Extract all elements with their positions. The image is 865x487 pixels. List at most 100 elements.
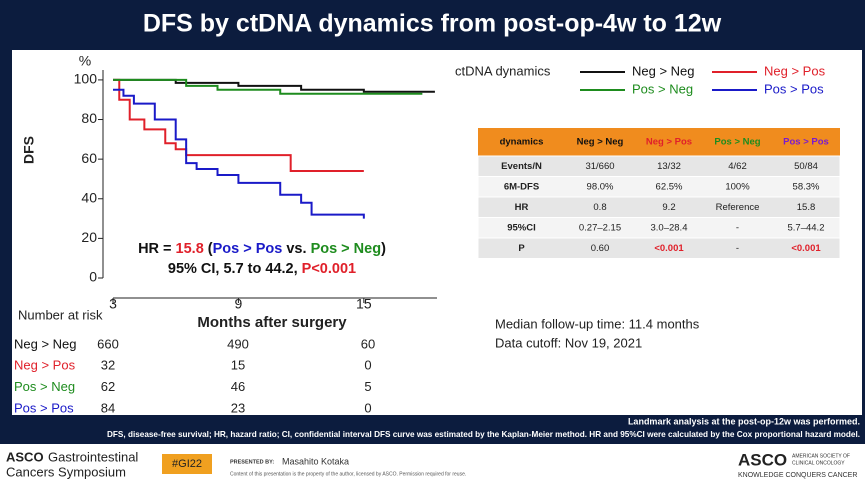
km-curve — [113, 78, 423, 95]
presenter: Masahito Kotaka — [282, 456, 349, 466]
annotation-part: Pos > Neg — [311, 241, 382, 257]
annotation-part: P<0.001 — [302, 261, 356, 277]
annotation-part: 95% CI, 5.7 to 44.2, — [168, 261, 302, 277]
km-curve — [113, 88, 365, 219]
table-header: Pos > Neg — [714, 137, 760, 148]
table-cell: 5.7–44.2 — [788, 223, 825, 234]
asco-sub: CLINICAL ONCOLOGY — [792, 460, 845, 466]
risk-title: Number at risk — [18, 307, 103, 322]
annotation: 95% CI, 5.7 to 44.2, P<0.001 — [168, 261, 356, 277]
risk-count: 84 — [101, 400, 115, 415]
risk-count: 60 — [361, 336, 375, 351]
risk-count: 23 — [231, 400, 245, 415]
hashtag-box — [162, 454, 212, 474]
table-cell: Reference — [716, 202, 760, 213]
table-header-bg — [478, 128, 840, 156]
table-cell: 13/32 — [657, 161, 681, 172]
y-tick-label: 80 — [81, 110, 97, 126]
meeting-name: Cancers Symposium — [6, 464, 126, 479]
risk-count: 5 — [364, 379, 371, 394]
table-cell: 3.0–28.4 — [651, 223, 688, 234]
km-curve — [113, 78, 364, 173]
risk-count: 0 — [364, 358, 371, 373]
annotation-part: Pos > Pos — [213, 241, 283, 257]
copyright: Content of this presentation is the prop… — [230, 471, 466, 477]
y-unit: % — [79, 53, 91, 69]
table-row-bg — [477, 237, 841, 259]
tagline: KNOWLEDGE CONQUERS CANCER — [738, 472, 857, 479]
risk-count: 46 — [231, 379, 245, 394]
presented-by: PRESENTED BY: — [230, 459, 274, 465]
km-curve — [113, 78, 435, 93]
abbreviations: DFS, disease-free survival; HR, hazard r… — [107, 430, 860, 439]
legend-label: Pos > Neg — [632, 81, 693, 96]
risk-label: Pos > Pos — [14, 400, 74, 415]
table-cell: 0.60 — [591, 243, 610, 254]
table-header: Pos > Pos — [783, 137, 829, 148]
risk-label: Pos > Neg — [14, 379, 75, 394]
y-tick-label: 100 — [74, 71, 98, 87]
annotation-part: 15.8 — [176, 241, 204, 257]
annotation-part: ) — [381, 241, 386, 257]
table-cell: 31/660 — [585, 161, 614, 172]
table-cell: - — [736, 223, 739, 234]
risk-count: 660 — [97, 336, 119, 351]
risk-count: 32 — [101, 358, 115, 373]
table-cell: 58.3% — [793, 182, 820, 193]
table-row-bg — [477, 196, 841, 218]
risk-label: Neg > Pos — [14, 358, 76, 373]
table-cell: 50/84 — [794, 161, 818, 172]
x-axis-label: Months after surgery — [197, 314, 347, 331]
table-cell: 98.0% — [587, 182, 614, 193]
table-cell: 9.2 — [662, 202, 675, 213]
y-tick-label: 20 — [81, 229, 97, 245]
y-axis-label: DFS — [21, 136, 37, 164]
footer-bar — [0, 444, 865, 482]
annotation-part: ( — [204, 241, 213, 257]
risk-count: 0 — [364, 400, 371, 415]
table-cell: - — [736, 243, 739, 254]
legend-label: Neg > Neg — [632, 63, 695, 78]
table-row-label: Events/N — [501, 161, 542, 172]
legend-label: Neg > Pos — [764, 63, 826, 78]
annotation-part: HR = — [138, 241, 175, 257]
table-cell: 0.27–2.15 — [579, 223, 621, 234]
asco-logo: ASCO — [738, 450, 787, 469]
brand: ASCO — [6, 449, 44, 464]
table-cell: 15.8 — [797, 202, 816, 213]
risk-count: 15 — [231, 358, 245, 373]
table-cell: <0.001 — [654, 243, 684, 254]
note: Median follow-up time: 11.4 months — [495, 316, 700, 331]
y-tick-label: 60 — [81, 150, 97, 166]
table-cell: 0.8 — [593, 202, 606, 213]
legend-title: ctDNA dynamics — [455, 63, 551, 78]
y-tick-label: 40 — [81, 189, 97, 205]
risk-label: Neg > Neg — [14, 336, 77, 351]
annotation: HR = 15.8 (Pos > Pos vs. Pos > Neg) — [138, 241, 386, 257]
risk-count: 62 — [101, 379, 115, 394]
x-tick-label: 15 — [356, 296, 372, 312]
asco-sub: AMERICAN SOCIETY OF — [792, 453, 850, 459]
table-cell: <0.001 — [791, 243, 821, 254]
note: Data cutoff: Nov 19, 2021 — [495, 335, 642, 350]
table-header: Neg > Pos — [646, 137, 692, 148]
landmark-note: Landmark analysis at the post-op-12w was… — [628, 416, 860, 426]
x-tick-label: 9 — [235, 296, 243, 312]
slide-title: DFS by ctDNA dynamics from post-op-4w to… — [143, 10, 722, 38]
table-cell: 62.5% — [656, 182, 683, 193]
table-row-label: 95%CI — [507, 223, 536, 234]
hashtag: #GI22 — [172, 458, 202, 470]
y-tick-label: 0 — [89, 269, 97, 285]
table-header: Neg > Neg — [577, 137, 624, 148]
table-row-label: 6M-DFS — [504, 182, 539, 193]
annotation-part: vs. — [282, 241, 310, 257]
legend-label: Pos > Pos — [764, 81, 824, 96]
x-tick-label: 3 — [109, 296, 117, 312]
risk-count: 490 — [227, 336, 249, 351]
table-cell: 4/62 — [728, 161, 747, 172]
table-row-label: HR — [515, 202, 529, 213]
table-cell: 100% — [725, 182, 750, 193]
table-row-label: P — [518, 243, 525, 254]
table-header: dynamics — [500, 137, 544, 148]
